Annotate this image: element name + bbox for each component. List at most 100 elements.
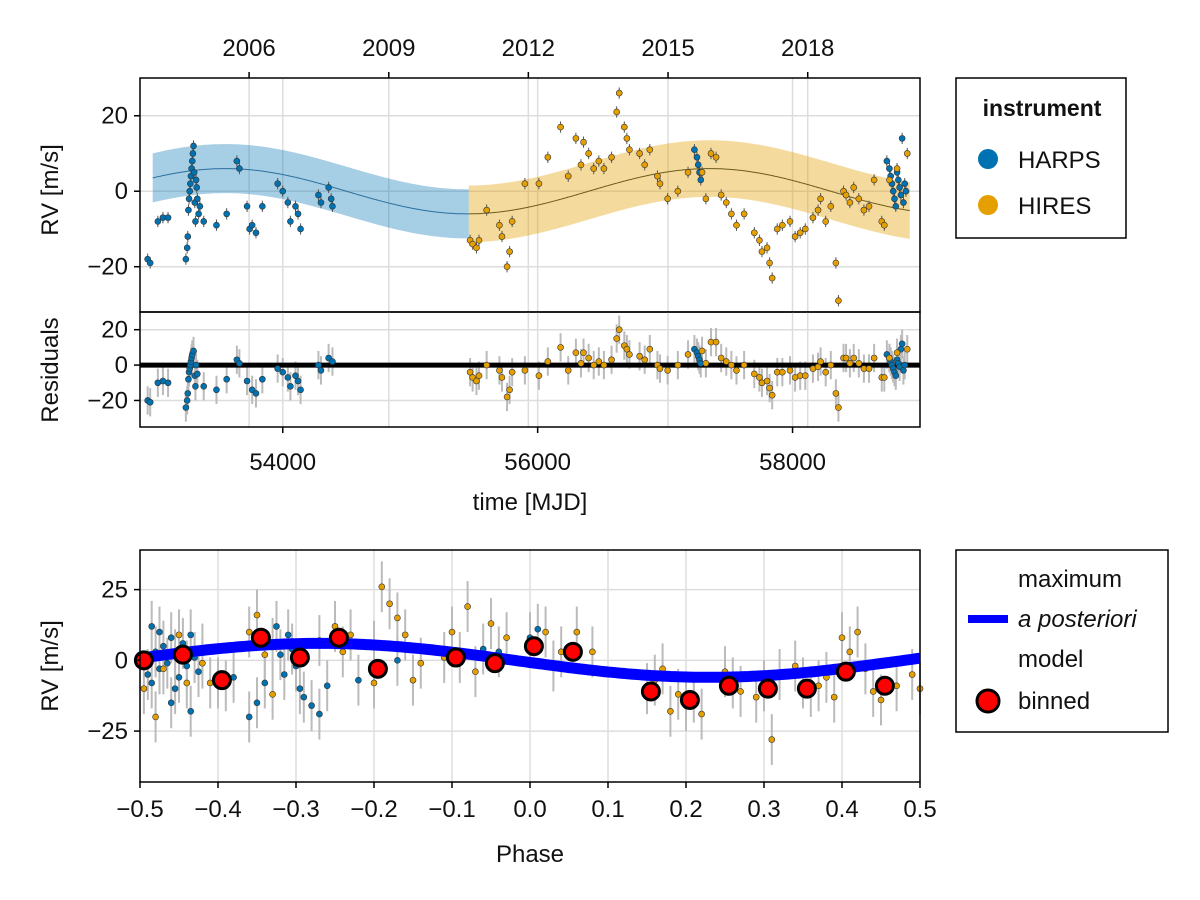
x-tick-label: 0.5: [903, 796, 936, 823]
hires-phase-point: [854, 628, 861, 636]
harps-phase-point: [534, 625, 542, 633]
hires-rv-point: [590, 165, 598, 172]
hires-residual-point: [827, 361, 835, 369]
harps-phase-point: [273, 623, 280, 630]
harps-rv-point: [693, 153, 701, 161]
harps-residual-point: [294, 377, 302, 385]
model-legend-line-1: maximum: [1018, 566, 1122, 593]
y-tick-label: 0: [115, 352, 128, 379]
hires-rv-point: [544, 153, 552, 161]
harps-rv-point: [889, 187, 897, 195]
binned-point: [640, 681, 661, 702]
harps-phase-point: [195, 668, 202, 675]
harps-rv-point: [213, 221, 220, 229]
harps-rv-point: [194, 195, 201, 203]
hires-rv-point: [483, 206, 490, 214]
harps-rv-point: [697, 176, 705, 184]
hires-rv-point: [832, 259, 840, 267]
residuals-points: [144, 326, 911, 411]
harps-residual-point: [317, 367, 325, 374]
y-tick-label: 20: [101, 317, 128, 344]
hires-rv-point: [636, 150, 643, 157]
hires-rv-point: [779, 221, 786, 229]
binned-point: [211, 670, 232, 691]
hires-phase-point: [386, 600, 393, 608]
harps-model-line: [152, 168, 469, 215]
harps-phase-point: [144, 671, 152, 678]
harps-phase-point: [394, 657, 401, 664]
rv-time-y-ticks: 20 0 −20: [87, 103, 140, 281]
harps-residual-point: [190, 347, 197, 355]
binned-point: [172, 644, 193, 665]
hires-phase-point: [589, 648, 596, 656]
harps-rv-point: [185, 206, 192, 214]
hires-phase-point: [573, 628, 581, 636]
phase-y-ticks: 25 0 −25: [87, 577, 140, 745]
harps-rv-point: [164, 214, 172, 221]
phase-y-label: RV [m/s]: [37, 620, 64, 712]
harps-residual-point: [900, 367, 907, 374]
year-tick-label: 2015: [641, 35, 694, 62]
hires-rv-point: [886, 176, 893, 184]
harps-phase-point: [308, 702, 315, 709]
hires-rv-point: [814, 206, 822, 214]
harps-rv-point: [154, 218, 162, 225]
y-tick-label: 0: [115, 647, 128, 674]
x-tick-label: 0.2: [669, 796, 702, 823]
harps-phase-point: [355, 676, 362, 684]
hires-rv-point: [722, 199, 730, 206]
harps-residual-point: [279, 368, 287, 376]
hires-residual-point: [881, 374, 888, 381]
hires-residual-point: [544, 358, 552, 365]
hires-residual-point: [766, 384, 773, 392]
y-tick-label: 25: [101, 577, 128, 604]
hires-phase-point: [908, 671, 916, 678]
hires-residual-point: [615, 326, 623, 333]
x-tick-label: 0.1: [591, 796, 624, 823]
harps-residual-point: [898, 340, 906, 348]
hires-residual-point: [613, 335, 620, 342]
harps-rv-point: [196, 203, 204, 210]
harps-phase-point: [167, 634, 175, 642]
hires-phase-point: [401, 631, 409, 639]
hires-rv-point: [796, 229, 804, 237]
harps-rv-point: [189, 150, 197, 157]
harps-phase-point: [277, 651, 284, 658]
hires-residual-point: [600, 361, 608, 369]
x-tick-label: 0.4: [825, 796, 858, 823]
hires-residual-point: [728, 361, 735, 369]
x-tick-label: −0.4: [194, 796, 241, 823]
hires-residual-point: [722, 358, 730, 365]
harps-phase-point: [167, 699, 175, 707]
harps-phase-point: [253, 699, 261, 707]
harps-rv-point: [891, 195, 898, 203]
hires-residual-point: [580, 349, 587, 356]
residuals-grid: [140, 312, 920, 427]
harps-rv-point: [243, 203, 251, 210]
time-x-label: time [MJD]: [473, 489, 588, 516]
binned-point: [445, 647, 466, 668]
harps-rv-point: [259, 203, 266, 210]
harps-rv-point: [898, 135, 906, 142]
hires-rv-point: [903, 150, 911, 157]
binned-point: [367, 658, 388, 679]
hires-rv-point: [613, 108, 620, 116]
phase-model-curve: [139, 637, 921, 683]
hires-rv-point: [580, 138, 587, 146]
harps-residual-point: [292, 372, 299, 379]
harps-rv-point: [327, 195, 335, 203]
hires-residual-point: [585, 354, 592, 362]
hires-phase-point: [869, 688, 877, 695]
harps-residual-point: [194, 370, 201, 378]
binned-point: [835, 661, 856, 682]
harps-rv-point: [195, 210, 202, 218]
hires-residual-point: [835, 404, 842, 411]
x-tick-label: 0.3: [747, 796, 780, 823]
hires-phase-point: [737, 688, 744, 695]
hires-phase-point: [838, 634, 846, 642]
harps-residual-point: [236, 360, 243, 367]
phase-x-label: Phase: [496, 841, 564, 868]
hires-residual-point: [623, 345, 631, 353]
rv-time-grid: [140, 78, 920, 312]
